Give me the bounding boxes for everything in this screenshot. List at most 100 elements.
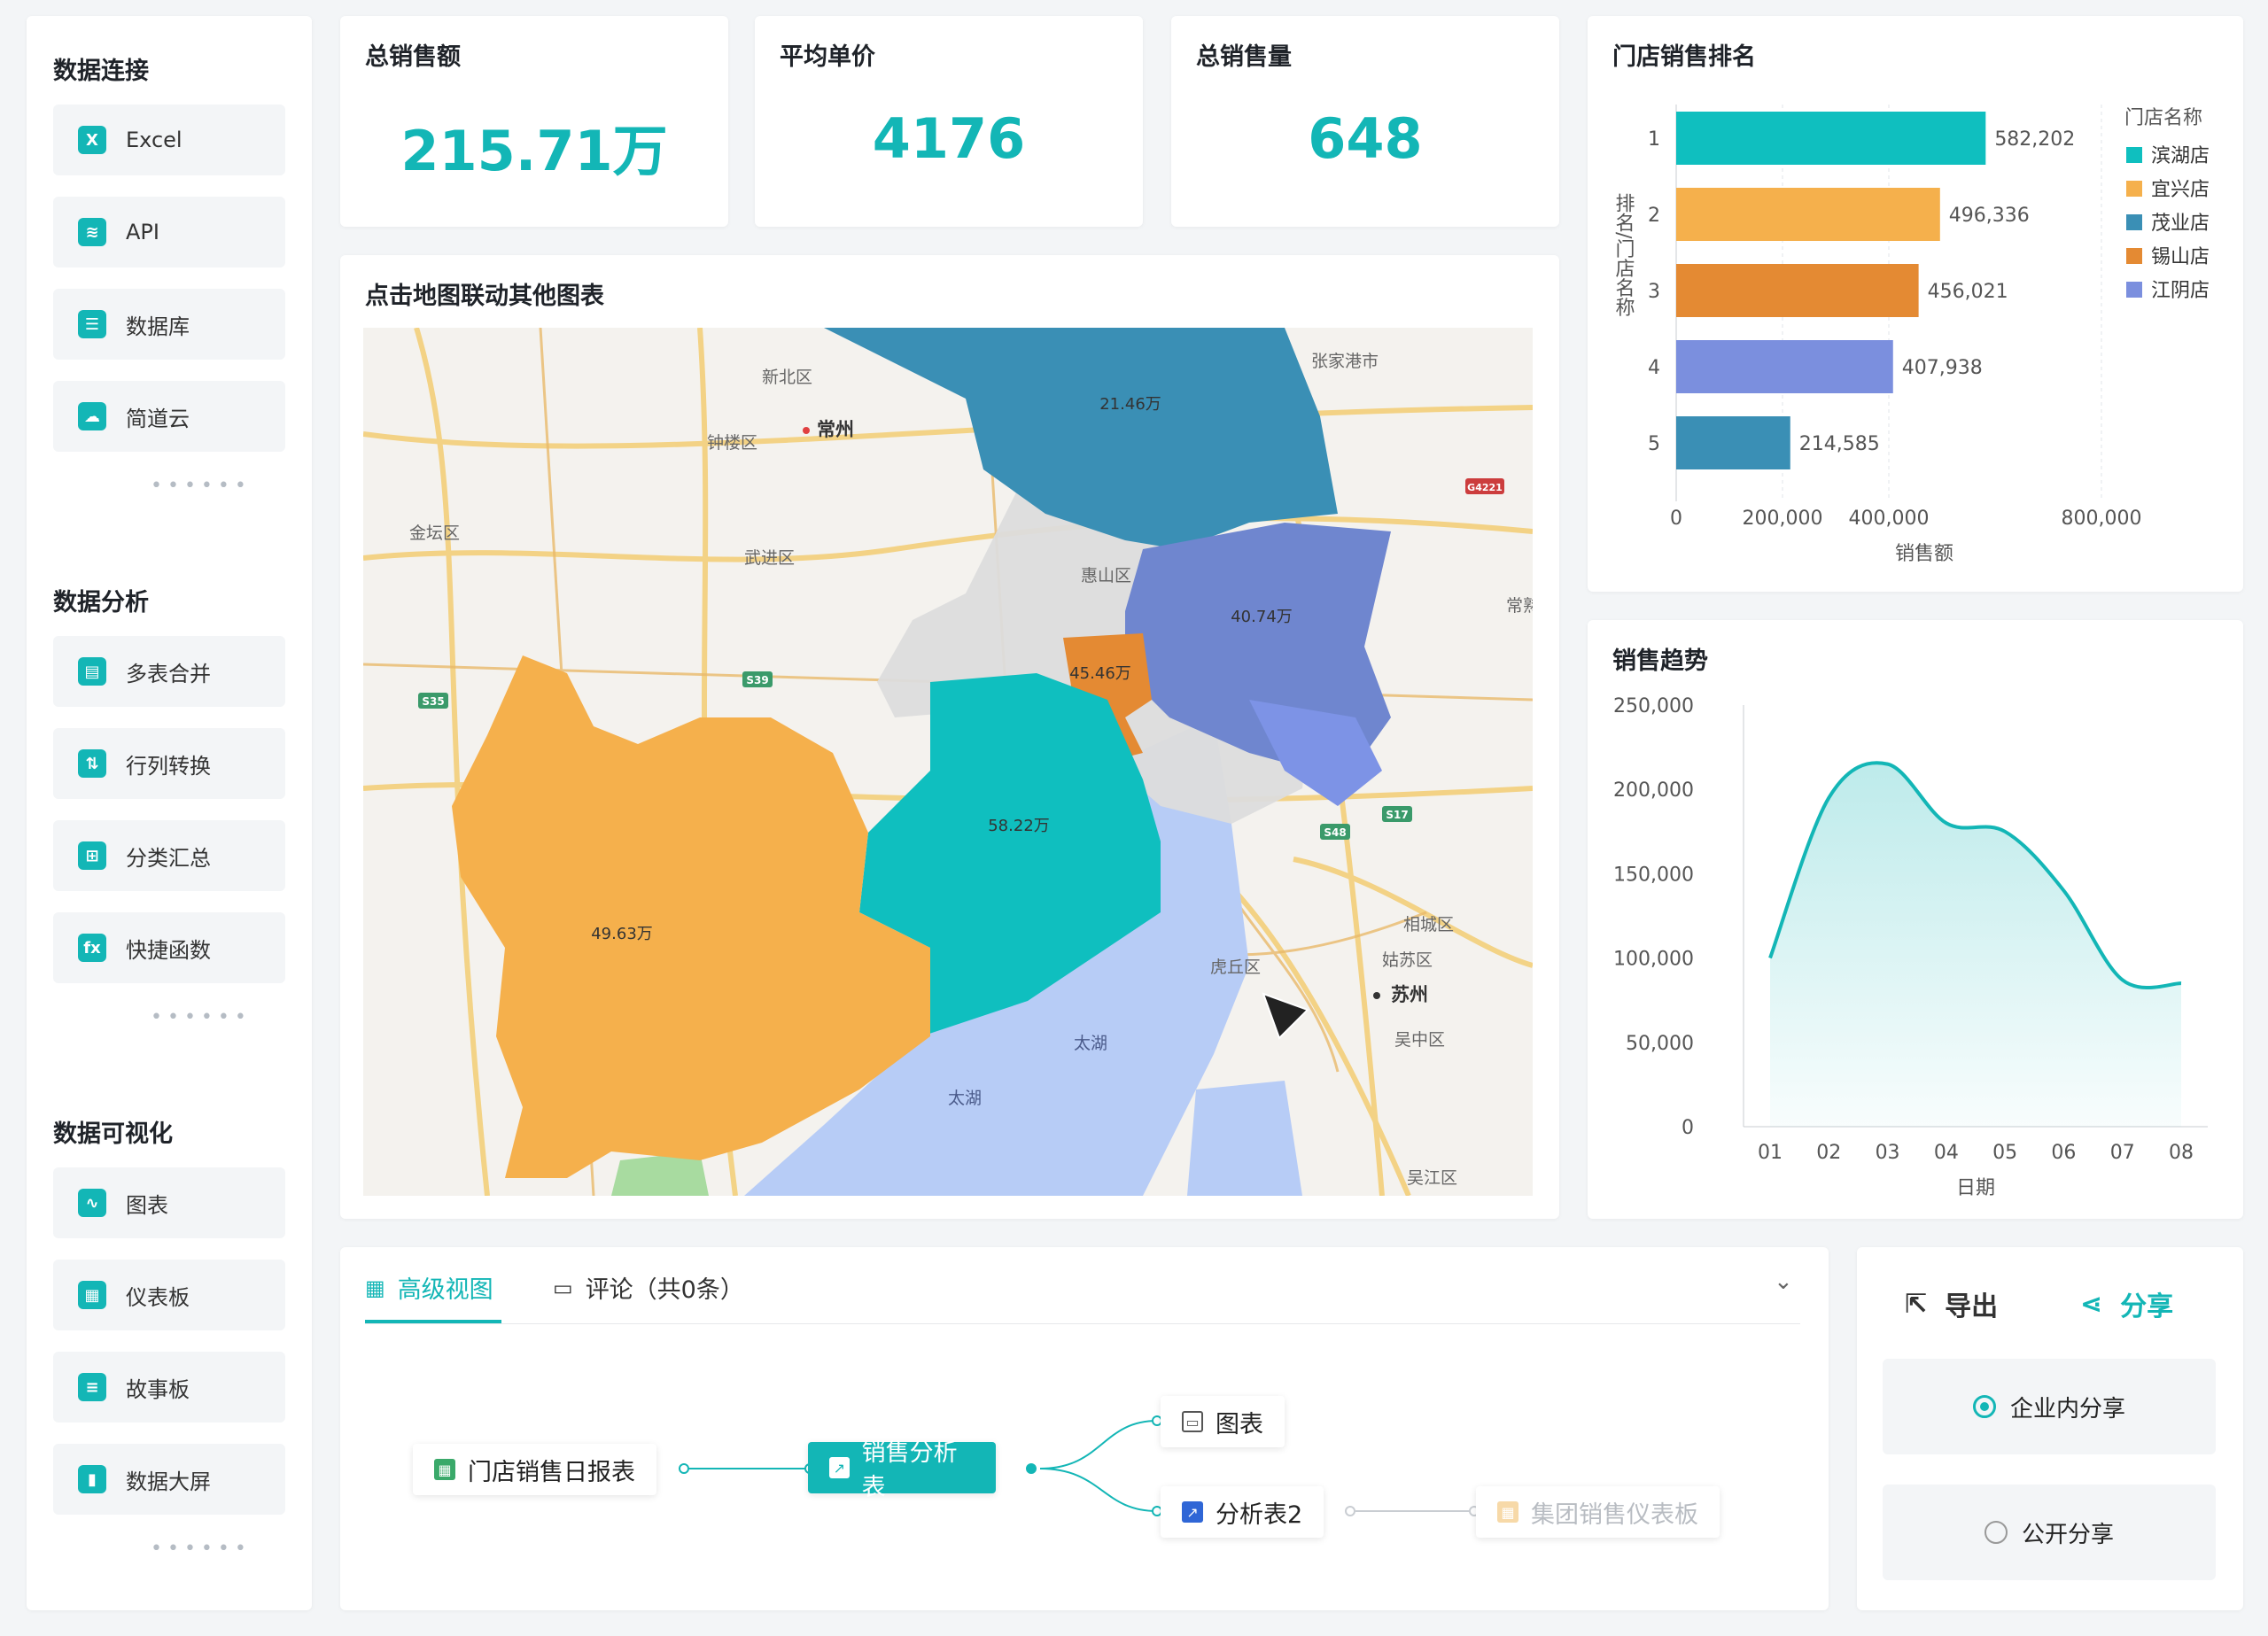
- legend-swatch: [2126, 147, 2142, 163]
- radio-unselected[interactable]: [1984, 1521, 2008, 1544]
- sidebar: 数据连接 X Excel ≋ API ☰ 数据库 ☁ 简道云 •••••• 数据分析 ▤ 多表合并 ⇅ 行列…: [27, 16, 312, 1610]
- share-option-label: 公开分享: [2021, 1521, 2114, 1548]
- table-icon: ▦: [434, 1459, 455, 1480]
- cloud-icon: ☁: [78, 402, 106, 430]
- api-icon: ≋: [78, 218, 106, 246]
- x-tick-label: 400,000: [1849, 508, 1930, 530]
- place-label: 相城区: [1403, 915, 1454, 934]
- collapse-chevron-icon[interactable]: ⌄: [1774, 1268, 1793, 1295]
- road-shield: S35: [422, 695, 444, 708]
- more-dots[interactable]: ••••••: [151, 1538, 252, 1560]
- place-label: 太湖: [1074, 1034, 1107, 1053]
- road-shield: S17: [1386, 809, 1408, 821]
- share-icon: ⋖: [2080, 1288, 2103, 1320]
- y-tick-label: 2: [1648, 205, 1660, 227]
- y-tick-label: 5: [1648, 433, 1660, 455]
- sidebar-item-group[interactable]: ⊞ 分类汇总: [53, 820, 285, 891]
- share-option-internal[interactable]: 企业内分享: [1883, 1359, 2216, 1454]
- sidebar-item-transpose[interactable]: ⇅ 行列转换: [53, 728, 285, 799]
- data-label: 214,585: [1799, 433, 1880, 455]
- bar: [1676, 340, 1893, 393]
- legend-entry: 茂业店: [2151, 213, 2210, 235]
- sidebar-item-api[interactable]: ≋ API: [53, 197, 285, 267]
- sidebar-item-bigscreen[interactable]: ▮ 数据大屏: [53, 1444, 285, 1515]
- x-tick-label: 200,000: [1743, 508, 1823, 530]
- data-label: 407,938: [1902, 357, 1983, 379]
- map-region-45-46[interactable]: [1063, 633, 1152, 762]
- flow-node-dashboard[interactable]: ▦ 集团销售仪表板: [1476, 1486, 1720, 1538]
- function-icon: fx: [78, 934, 106, 962]
- sidebar-item-excel[interactable]: X Excel: [53, 105, 285, 175]
- x-tick-label: 05: [1992, 1142, 2017, 1164]
- legend-entry: 江阴店: [2151, 280, 2210, 302]
- kpi-title: 平均单价: [780, 43, 875, 71]
- kpi-value: 4176: [872, 106, 1026, 171]
- trend-title: 销售趋势: [1612, 647, 1708, 675]
- flow-node-center[interactable]: ↗ 销售分析表: [808, 1439, 996, 1501]
- map-region-21-46[interactable]: [824, 328, 1338, 549]
- kpi-title: 总销售量: [1196, 43, 1292, 71]
- ranking-title: 门店销售排名: [1612, 43, 1756, 71]
- database-icon: ☰: [78, 310, 106, 338]
- export-button[interactable]: ⇱ 导出: [1905, 1284, 1998, 1323]
- tab-comments[interactable]: ▭ 评论（共0条）: [553, 1270, 744, 1305]
- bar: [1676, 112, 1986, 165]
- x-tick-label: 01: [1758, 1142, 1783, 1164]
- sidebar-item-label: 数据大屏: [126, 1469, 211, 1494]
- node-label: 集团销售仪表板: [1531, 1500, 1698, 1529]
- kpi-value: 215.71万: [400, 119, 668, 183]
- ranking-bar-chart: 0 200,000 400,000 800,000 1 582,202 2 496,336 3 4…: [1612, 105, 2210, 565]
- sidebar-item-merge[interactable]: ▤ 多表合并: [53, 636, 285, 707]
- sidebar-item-label: 快捷函数: [126, 937, 211, 963]
- share-option-label: 企业内分享: [2009, 1395, 2125, 1423]
- bigscreen-icon: ▮: [78, 1465, 106, 1493]
- series-line: [1768, 761, 2182, 989]
- place-label: 张家港市: [1311, 352, 1379, 371]
- road-shield: S39: [746, 674, 768, 686]
- y-tick-label: 150,000: [1613, 864, 1694, 886]
- legend-entry: 锡山店: [2151, 246, 2210, 268]
- sidebar-item-label: 行列转换: [126, 753, 211, 779]
- place-label: 吴江区: [1407, 1168, 1457, 1188]
- legend-swatch: [2126, 214, 2142, 230]
- kpi-card-total-sales: 总销售额 215.71万: [340, 16, 728, 227]
- merge-icon: ▤: [78, 657, 106, 686]
- kpi-card-total-qty: 总销售量 648: [1171, 16, 1559, 227]
- legend-swatch: [2126, 248, 2142, 264]
- x-tick-label: 03: [1876, 1142, 1900, 1164]
- tab-advanced-view[interactable]: ▦ 高级视图: [365, 1270, 493, 1305]
- more-dots[interactable]: ••••••: [151, 1006, 252, 1028]
- place-label: 常州: [817, 419, 854, 440]
- sidebar-item-database[interactable]: ☰ 数据库: [53, 289, 285, 360]
- sidebar-item-label: 分类汇总: [126, 845, 211, 871]
- area-fill: [1770, 763, 2181, 1127]
- flow-node-chart[interactable]: ▭ 图表: [1161, 1396, 1285, 1447]
- share-option-public[interactable]: 公开分享: [1883, 1485, 2216, 1580]
- data-label: 456,021: [1928, 281, 2008, 303]
- sidebar-item-chart[interactable]: ∿ 图表: [53, 1167, 285, 1238]
- sidebar-item-function[interactable]: fx 快捷函数: [53, 912, 285, 983]
- lineage-connectors: [679, 1415, 1480, 1516]
- sidebar-item-cloud[interactable]: ☁ 简道云: [53, 381, 285, 452]
- flow-node-source[interactable]: ▦ 门店销售日报表: [413, 1444, 656, 1495]
- y-tick-label: 0: [1682, 1117, 1694, 1139]
- y-axis-label: 排名/门店名称: [1612, 193, 1635, 317]
- place-label: 姑苏区: [1382, 950, 1433, 970]
- sidebar-item-storyboard[interactable]: ≡ 故事板: [53, 1352, 285, 1423]
- sidebar-section-title: 数据连接: [53, 58, 149, 85]
- map-region-58-22[interactable]: [859, 673, 1161, 1036]
- map-title: 点击地图联动其他图表: [365, 283, 604, 310]
- place-label: 金坛区: [409, 523, 460, 543]
- x-tick-label: 800,000: [2062, 508, 2142, 530]
- bar: [1676, 416, 1790, 469]
- export-label: 导出: [1945, 1291, 1999, 1322]
- sidebar-item-dashboard[interactable]: ▦ 仪表板: [53, 1260, 285, 1330]
- map-canvas[interactable]: 21.46万 40.74万 45.46万 58.22万 49.63万 新北区 常…: [363, 328, 1533, 1196]
- map-region-49-63[interactable]: [452, 655, 930, 1178]
- more-dots[interactable]: ••••••: [151, 475, 252, 497]
- chart-icon: ∿: [78, 1189, 106, 1217]
- radio-selected[interactable]: [1972, 1395, 1996, 1418]
- share-button[interactable]: ⋖ 分享: [2080, 1284, 2173, 1323]
- bar: [1676, 188, 1940, 241]
- flow-node-analysis2[interactable]: ↗ 分析表2: [1161, 1486, 1324, 1538]
